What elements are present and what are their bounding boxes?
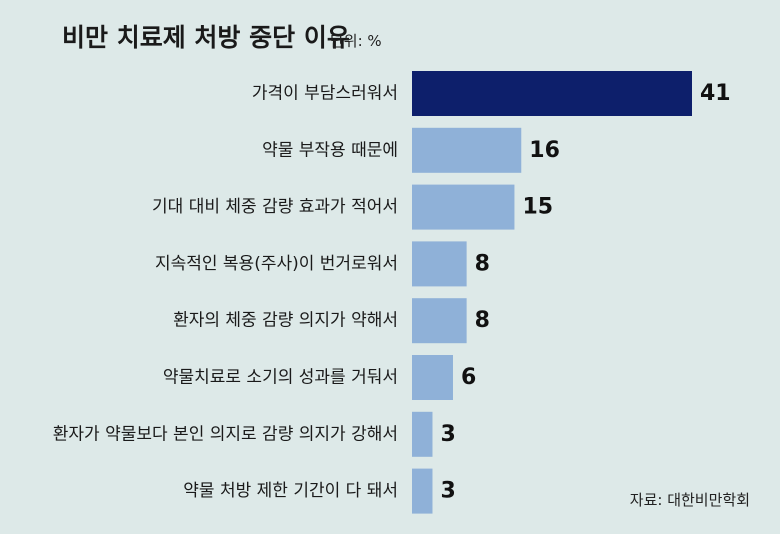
category-label-4: 지속적인 복용(주사)이 번거로워서 [155,254,398,274]
bar-8 [412,468,433,514]
category-label-6: 약물치료로 소기의 성과를 거둬서 [163,368,398,388]
bar-6 [412,355,453,400]
source-label: 자료: 대한비만학회 [630,491,750,509]
value-label-8: 3 [440,479,455,504]
chart-title: 비만 치료제 처방 중단 이유 [62,23,350,52]
bar-1 [412,71,692,116]
bar-4 [412,241,467,287]
bars-group: 가격이 부담스러워서 41 약물 부작용 때문에 16 기대 대비 체중 감량 효과가 … [53,71,731,514]
value-label-2: 16 [529,138,560,163]
bar-3 [412,184,515,230]
category-label-5: 환자의 체중 감량 의지가 약해서 [173,311,398,331]
value-label-6: 6 [461,365,476,390]
category-label-1: 가격이 부담스러워서 [252,84,398,104]
value-label-1: 41 [700,81,731,106]
bar-2 [412,127,522,173]
category-label-2: 약물 부작용 때문에 [262,140,398,160]
value-label-3: 15 [522,195,553,220]
unit-label: 단위: % [330,32,382,50]
value-label-5: 8 [475,308,490,333]
category-label-8: 약물 처방 제한 기간이 다 돼서 [183,481,398,501]
value-label-4: 8 [475,251,490,276]
value-label-7: 3 [440,422,455,447]
bar-7 [412,411,433,457]
category-label-7: 환자가 약물보다 본인 의지로 감량 의지가 강해서 [53,424,398,444]
category-label-3: 기대 대비 체중 감량 효과가 적어서 [152,197,398,217]
bar-5 [412,298,467,344]
